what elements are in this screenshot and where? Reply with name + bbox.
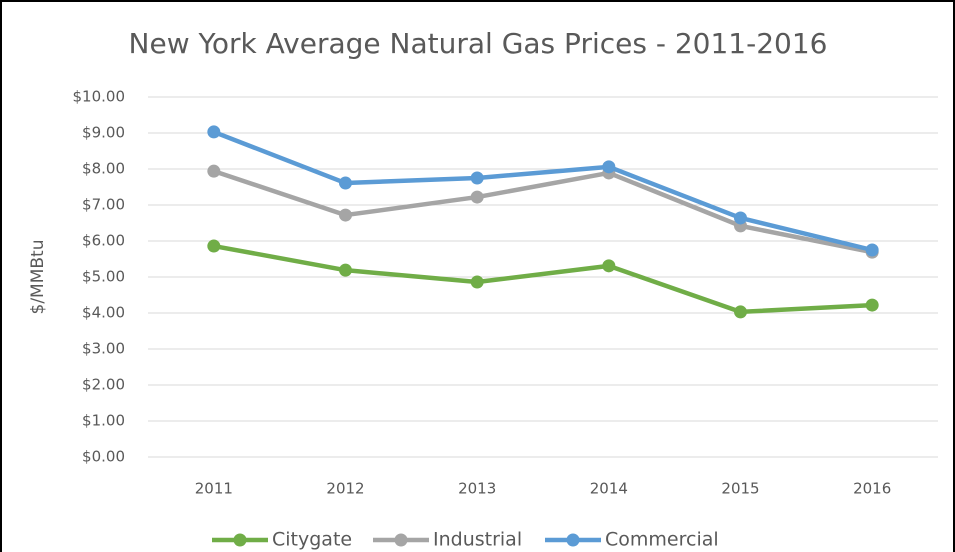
y-axis-label: $/MMBtu [28, 240, 48, 315]
y-tick-label: $0.00 [82, 448, 125, 466]
legend-marker [566, 533, 580, 547]
x-tick-label: 2012 [326, 480, 364, 498]
data-point [207, 125, 221, 139]
y-tick-label: $2.00 [82, 376, 125, 394]
chart-title: New York Average Natural Gas Prices - 20… [129, 27, 828, 60]
legend-label: Industrial [433, 529, 522, 551]
data-point [865, 298, 879, 312]
data-point [470, 275, 484, 289]
data-point [339, 263, 352, 277]
legend-marker [394, 533, 408, 547]
y-tick-label: $6.00 [82, 232, 125, 250]
x-tick-label: 2014 [590, 480, 628, 498]
y-tick-label: $7.00 [82, 196, 125, 214]
y-tick-label: $9.00 [82, 124, 125, 142]
data-point [207, 164, 221, 178]
y-tick-label: $10.00 [73, 88, 126, 106]
data-point [207, 239, 221, 253]
data-point [339, 208, 352, 222]
data-point [865, 243, 879, 257]
series-line [213, 129, 873, 253]
series-line [213, 243, 873, 315]
data-point [734, 305, 747, 319]
legend-label: Citygate [272, 529, 352, 551]
y-tick-label: $3.00 [82, 340, 125, 358]
x-tick-label: 2015 [721, 480, 759, 498]
series-line [213, 169, 873, 255]
data-point [734, 211, 747, 225]
data-point [339, 176, 352, 190]
y-tick-label: $1.00 [82, 412, 125, 430]
data-point [602, 160, 616, 174]
x-tick-label: 2016 [853, 480, 891, 498]
y-tick-label: $8.00 [82, 160, 125, 178]
y-tick-label: $4.00 [82, 304, 125, 322]
y-tick-label: $5.00 [82, 268, 125, 286]
data-point [602, 259, 616, 273]
data-point [470, 171, 484, 185]
legend-label: Commercial [605, 529, 719, 551]
data-point [470, 190, 484, 204]
x-tick-label: 2013 [458, 480, 496, 498]
x-tick-label: 2011 [195, 480, 233, 498]
legend-marker [233, 533, 247, 547]
